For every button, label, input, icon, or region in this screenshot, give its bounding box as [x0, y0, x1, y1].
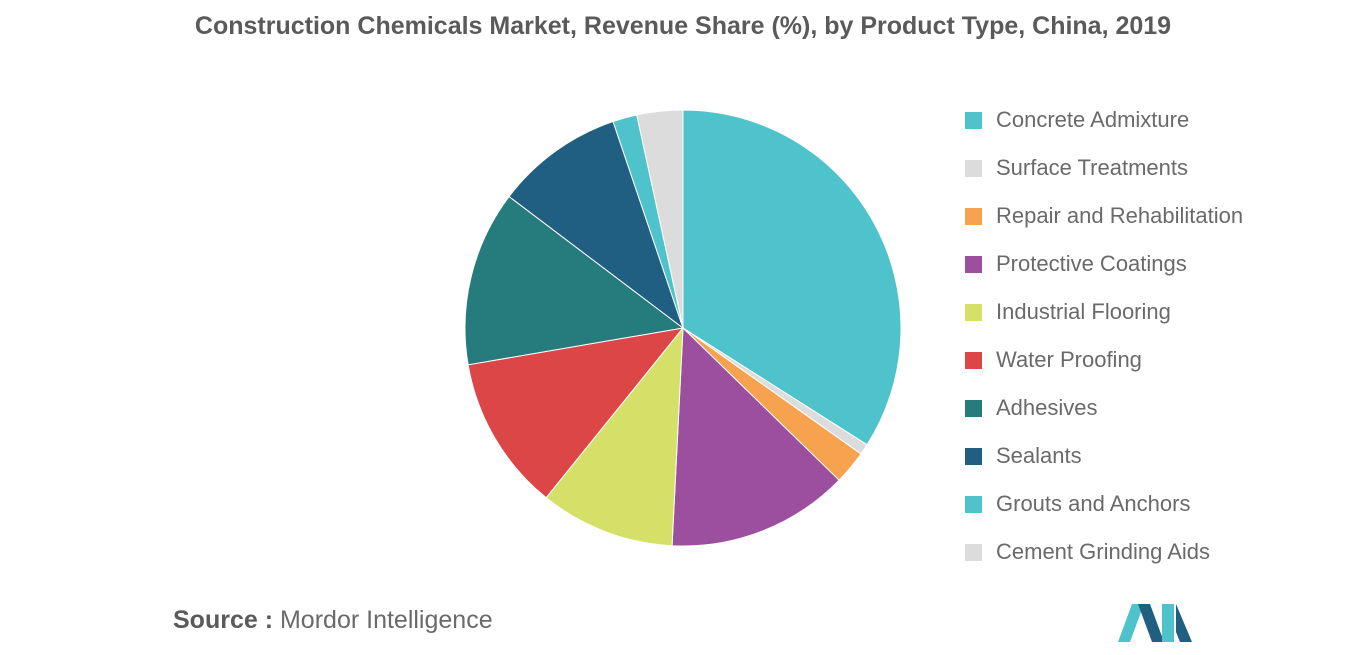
legend: Concrete Admixture Surface Treatments Repa… [965, 96, 1243, 576]
legend-label: Industrial Flooring [996, 299, 1171, 324]
legend-item: Surface Treatments [965, 144, 1243, 192]
legend-item: Concrete Admixture [965, 96, 1243, 144]
legend-swatch [965, 447, 982, 465]
legend-label: Water Proofing [996, 347, 1142, 372]
mordor-intelligence-logo [1118, 604, 1192, 642]
legend-item: Water Proofing [965, 336, 1243, 384]
legend-label: Surface Treatments [996, 155, 1188, 180]
legend-label: Concrete Admixture [996, 107, 1190, 132]
legend-item: Adhesives [965, 384, 1243, 432]
legend-swatch [965, 111, 982, 129]
legend-label: Grouts and Anchors [996, 491, 1191, 516]
pie-slice-sealants [508, 120, 684, 330]
pie-slice-concrete-admixture [682, 109, 902, 446]
legend-label: Cement Grinding Aids [996, 539, 1210, 564]
legend-label: Sealants [996, 443, 1082, 468]
legend-swatch [965, 399, 982, 417]
source-prefix: Source : [173, 606, 274, 634]
legend-swatch [965, 495, 982, 513]
pie-slice-industrial-flooring [545, 326, 684, 547]
source-note: Source : Mordor Intelligence [173, 606, 493, 635]
legend-item: Repair and Rehabilitation [965, 192, 1243, 240]
legend-label: Adhesives [996, 395, 1098, 420]
pie-slice-adhesives [464, 195, 685, 366]
pie-slice-cement-grinding-aids [636, 109, 684, 329]
legend-swatch [965, 303, 982, 321]
pie-slice-protective-coatings [671, 326, 840, 547]
legend-swatch [965, 351, 982, 369]
legend-item: Grouts and Anchors [965, 480, 1243, 528]
source-text: Mordor Intelligence [279, 606, 493, 634]
chart-title: Construction Chemicals Market, Revenue S… [194, 12, 1172, 40]
legend-label: Repair and Rehabilitation [996, 203, 1244, 228]
legend-item: Industrial Flooring [965, 288, 1243, 336]
legend-swatch [965, 255, 982, 273]
legend-item: Protective Coatings [965, 240, 1243, 288]
legend-item: Sealants [965, 432, 1243, 480]
legend-swatch [965, 159, 982, 177]
pie-slice-water-proofing [467, 327, 685, 499]
legend-item: Cement Grinding Aids [965, 528, 1243, 576]
legend-swatch [965, 207, 982, 225]
legend-swatch [965, 543, 982, 561]
legend-label: Protective Coatings [996, 251, 1187, 276]
